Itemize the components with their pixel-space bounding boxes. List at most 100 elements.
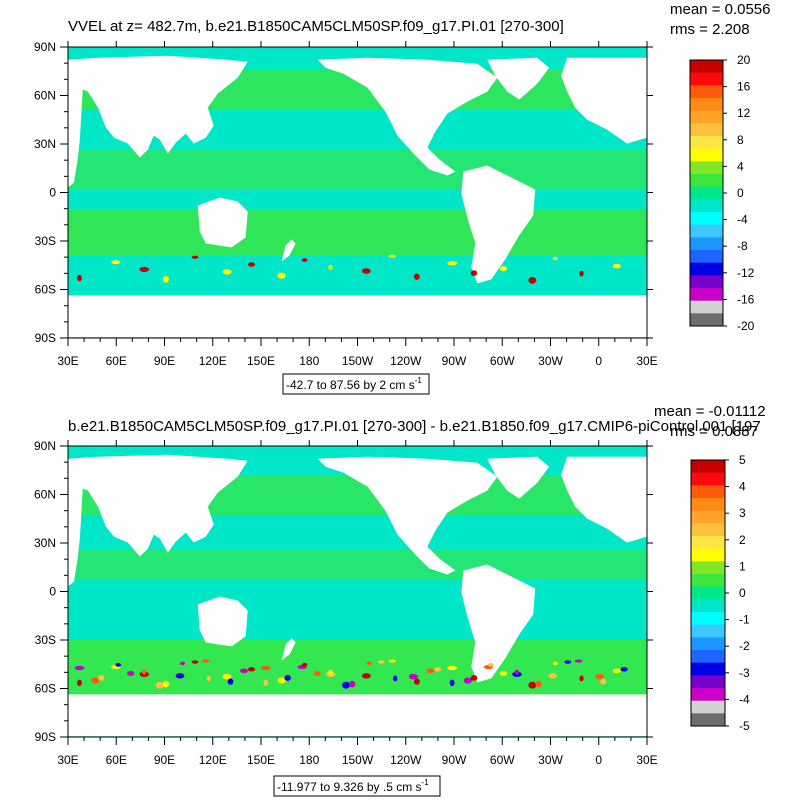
panel-1-xtick-label: 30E	[636, 354, 657, 368]
panel-1-eddy-mark	[388, 254, 397, 258]
panel-2-eddy-mark	[366, 661, 372, 666]
panel-2-eddy-mark	[98, 675, 105, 681]
panel-1-colorbar-swatch	[690, 250, 723, 264]
panel-2-eddies	[74, 659, 628, 689]
panel-2-title: b.e21.B1850CAM5CLM50SP.f09_g17.PI.01 [27…	[68, 418, 761, 435]
panel-2-eddy-mark	[175, 673, 185, 679]
panel-2: b.e21.B1850CAM5CLM50SP.f09_g17.PI.01 [27…	[34, 403, 766, 797]
panel-1-colorbar: 20 16 12 8 4 0 -4 -8 -12 -16 -20	[689, 53, 755, 333]
panel-2-colorbar-label: -3	[739, 666, 750, 680]
panel-1-colorbar-swatch	[690, 212, 723, 226]
panel-2-eddy-mark	[202, 659, 210, 663]
panel-2-ytick-label: 60S	[35, 682, 56, 696]
panel-2-eddy-mark	[564, 660, 572, 664]
panel-2-eddy-mark	[127, 670, 135, 677]
panel-1-colorbar-swatch	[690, 174, 723, 188]
panel-2-eddy-mark	[388, 659, 397, 663]
panel-2-xtick-label: 150W	[342, 753, 374, 767]
panel-2-colorbar-swatch	[691, 624, 725, 638]
panel-2-eddy-mark	[595, 673, 605, 680]
panel-1-ytick-label: 30N	[34, 137, 56, 151]
panel-1-xtick-label: 60W	[490, 354, 515, 368]
panel-2-colorbar-swatch	[691, 586, 725, 600]
panel-2-colorbar-swatch	[691, 510, 725, 524]
panel-1-xtick-label: 30W	[538, 354, 563, 368]
panel-2-colorbar-swatch	[691, 536, 725, 550]
panel-2-eddy-mark	[222, 673, 232, 680]
panel-1-colorbar-swatch	[690, 72, 723, 86]
panel-1-eddy-mark	[470, 270, 478, 276]
panel-1-colorbar-swatch	[690, 148, 723, 162]
panel-2-colorbar-label: 5	[739, 453, 746, 467]
panel-1-title: VVEL at z= 482.7m, b.e21.B1850CAM5CLM50S…	[68, 18, 564, 35]
panel-2-eddy-mark	[463, 677, 473, 684]
panel-2-eddy-mark	[260, 665, 271, 671]
panel-2-eddy-mark	[342, 681, 350, 689]
panel-2-colorbar-label: 2	[739, 533, 746, 547]
panel-2-xtick-label: 60W	[490, 753, 515, 767]
panel-2-colorbar-label: -5	[739, 719, 750, 733]
panel-1-eddy-mark	[111, 260, 121, 265]
panel-1-xtick-label: 60E	[106, 354, 127, 368]
panel-2-band-tropics	[68, 550, 647, 580]
panel-1-colorbar-swatch	[690, 123, 723, 137]
panel-1-colorbar-swatch	[690, 237, 723, 251]
panel-2-colorbar-label: -4	[739, 692, 750, 706]
panel-2-colorbar-swatch	[691, 713, 725, 727]
panel-2-eddy-mark	[552, 661, 558, 666]
panel-2-colorbar-swatch	[691, 574, 725, 588]
panel-1-yticks: 90N 60N 30N 0 30S 60S 90S	[34, 40, 653, 345]
panel-2-colorbar-swatch	[691, 650, 725, 664]
panel-2-xtick-label: 90E	[154, 753, 175, 767]
panel-1-rms: rms = 2.208	[670, 21, 750, 38]
panel-2-colorbar-label: -2	[739, 639, 750, 653]
panel-2-eddy-mark	[206, 675, 212, 682]
panel-1-colorbar-swatch	[690, 262, 723, 276]
panel-2-eddy-mark	[284, 675, 291, 681]
panel-1-colorbar-label: 16	[737, 80, 751, 94]
panel-2-ytick-label: 90N	[34, 439, 56, 453]
panel-1-colorbar-label: -20	[737, 319, 755, 333]
panel-1-ytick-label: 30S	[35, 234, 56, 248]
panel-2-ytick-label: 0	[49, 585, 56, 599]
panel-2-colorbar-label: 1	[739, 559, 746, 573]
panel-2-eddy-mark	[600, 678, 607, 685]
panel-1-colorbar-label: 0	[737, 186, 744, 200]
panel-1-eddy-mark	[499, 266, 508, 272]
panel-1-eddy-mark	[77, 274, 82, 282]
panel-1-eddy-mark	[222, 269, 232, 275]
panel-2-eddy-mark	[449, 679, 455, 687]
panel-2-eddy-mark	[263, 679, 269, 687]
panel-1-eddy-mark	[413, 273, 420, 280]
panel-1-colorbar-swatch	[690, 199, 723, 213]
panel-1-colorbar-label: -16	[737, 292, 755, 306]
panel-1-colorbar-label: 20	[737, 53, 751, 67]
panel-2-colorbar-label: -1	[739, 613, 750, 627]
panel-1-eddy-mark	[301, 258, 308, 262]
panel-2-eddy-mark	[535, 680, 542, 688]
panel-2-eddy-mark	[74, 665, 85, 671]
panel-1-eddy-mark	[612, 263, 621, 269]
panel-1-colorbar-swatch	[690, 288, 723, 302]
panel-1-eddy-mark	[552, 256, 558, 261]
panel-2-eddy-mark	[620, 667, 628, 672]
panel-2-eddy-mark	[393, 675, 398, 682]
panel-2-colorbar-swatch	[691, 662, 725, 676]
panel-2-eddy-mark	[408, 673, 418, 680]
panel-1-colorbar-label: -8	[737, 239, 748, 253]
panel-2-colorbar-label: 3	[739, 506, 746, 520]
panel-1-xticks: 30E 60E 90E 120E 150E 180 150W 120W 90W 60W 30W 0 30…	[57, 41, 658, 368]
panel-2-eddy-mark	[240, 668, 249, 674]
panel-1-colorbar-label: 4	[737, 159, 744, 173]
panel-1-colorbar-swatch	[690, 161, 723, 175]
panel-1-colorbar-label: -12	[737, 266, 755, 280]
panel-1-map	[68, 47, 647, 338]
panel-2-eddy-mark	[514, 669, 520, 675]
panel-1-colorbar-swatch	[690, 224, 723, 238]
panel-2-eddy-mark	[115, 663, 122, 667]
panel-2-xtick-label: 30W	[538, 753, 563, 767]
panel-2-eddy-mark	[77, 679, 82, 687]
panel-1-colorbar-swatch	[690, 275, 723, 289]
panel-1-colorbar-swatch	[690, 136, 723, 150]
panel-1: VVEL at z= 482.7m, b.e21.B1850CAM5CLM50S…	[34, 1, 771, 395]
